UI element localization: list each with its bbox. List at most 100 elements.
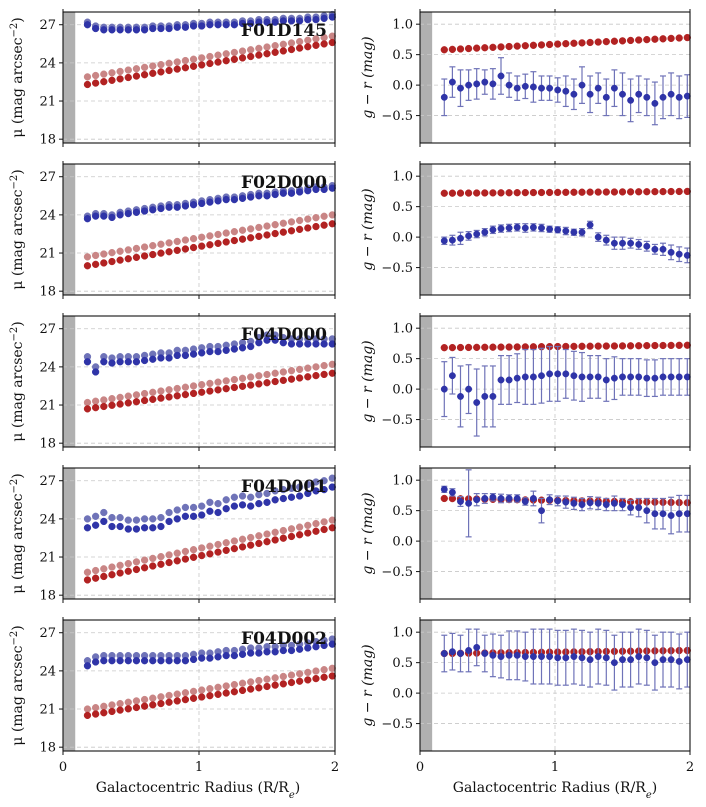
- red-outer-point: [320, 361, 328, 370]
- blue-inner-point: [124, 209, 132, 218]
- blue-inner-point: [279, 339, 287, 347]
- red-inner-point: [312, 527, 320, 535]
- red-inner-point: [108, 76, 116, 84]
- red-color-point: [505, 42, 513, 51]
- red-color-point: [618, 188, 627, 196]
- red-color-point: [497, 343, 505, 351]
- blue-inner-point: [206, 507, 214, 515]
- blue-color-point: [562, 370, 570, 378]
- red-inner-point: [198, 388, 206, 396]
- blue-inner-point: [157, 522, 165, 531]
- blue-outer-point: [255, 491, 263, 499]
- y-tick-label: 0.0: [392, 79, 413, 94]
- red-color-point: [594, 342, 602, 350]
- blue-color-point: [635, 504, 643, 512]
- red-color-point: [481, 44, 489, 52]
- blue-color-point: [594, 233, 602, 241]
- blue-inner-point: [132, 525, 141, 533]
- blue-inner-point: [83, 358, 92, 366]
- red-color-point: [521, 188, 529, 197]
- blue-inner-point: [214, 653, 222, 661]
- blue-color-point: [578, 501, 586, 509]
- blue-color-point: [602, 236, 610, 244]
- blue-inner-point: [295, 645, 304, 653]
- red-inner-point: [91, 574, 100, 582]
- blue-inner-point: [116, 657, 124, 665]
- blue-color-point: [529, 495, 537, 502]
- red-inner-point: [181, 695, 190, 704]
- blue-inner-point: [189, 350, 198, 358]
- blue-color-point: [538, 653, 545, 661]
- blue-color-point: [481, 495, 489, 502]
- blue-color-point: [440, 385, 448, 393]
- red-outer-point: [132, 558, 141, 566]
- blue-color-point: [457, 650, 464, 657]
- red-outer-point: [108, 248, 116, 257]
- left-y-label-end: ): [10, 625, 26, 630]
- red-inner-point: [108, 257, 116, 266]
- axes-frame: [419, 11, 691, 144]
- red-inner-point: [304, 43, 312, 51]
- blue-color-point: [505, 224, 513, 232]
- red-inner-point: [100, 709, 108, 717]
- y-tick-label: −0.5: [381, 413, 413, 428]
- blue-inner-point: [320, 14, 328, 23]
- blue-outer-point: [198, 502, 206, 510]
- blue-color-point: [586, 90, 594, 98]
- red-inner-point: [100, 572, 108, 581]
- left-y-label-end: ): [10, 473, 26, 478]
- blue-inner-point: [124, 657, 132, 665]
- red-inner-point: [304, 224, 312, 232]
- blue-inner-point: [206, 198, 214, 206]
- red-outer-point: [149, 694, 157, 702]
- red-color-point: [489, 189, 497, 197]
- red-outer-point: [320, 212, 328, 220]
- blue-color-point: [440, 93, 448, 101]
- color-profile-panel: 1.0 0.5 0.0 −0.5 0 1 2 g − r (mag): [360, 617, 694, 775]
- red-inner-point: [247, 685, 255, 693]
- red-inner-point: [279, 680, 287, 688]
- red-outer-point: [247, 533, 255, 542]
- red-color-point: [667, 187, 675, 196]
- left-y-axis-label: μ (mag arcsec−2): [9, 625, 27, 745]
- shaded-inner-region: [63, 620, 76, 751]
- x-tick-label: 2: [686, 760, 694, 775]
- blue-inner-point: [140, 524, 149, 532]
- blue-color-point: [570, 653, 578, 661]
- blue-outer-point: [132, 516, 141, 524]
- red-color-point: [440, 189, 448, 197]
- left-y-label-sup: −2: [9, 327, 20, 342]
- left-y-label-main: μ (mag arcsec: [10, 493, 26, 593]
- red-inner-point: [312, 371, 320, 380]
- blue-color-point: [473, 399, 481, 406]
- y-tick-label: 18: [39, 437, 56, 452]
- red-inner-point: [173, 65, 181, 73]
- blue-inner-point: [206, 21, 214, 29]
- red-outer-point: [206, 542, 214, 550]
- red-color-point: [440, 344, 448, 352]
- red-outer-point: [247, 678, 255, 686]
- y-tick-label: 1.0: [392, 170, 413, 185]
- surface-brightness-panel: 18 21 24 27 F01D145 μ (mag arcsec−2): [9, 9, 336, 148]
- red-inner-point: [181, 555, 190, 563]
- red-inner-point: [198, 693, 206, 701]
- panel-title: F04D001: [241, 477, 327, 497]
- red-outer-point: [100, 565, 108, 573]
- blue-color-point: [465, 232, 473, 240]
- red-outer-point: [230, 680, 239, 689]
- red-outer-point: [279, 219, 287, 227]
- blue-inner-point: [247, 342, 255, 351]
- blue-inner-point: [91, 24, 100, 33]
- red-inner-point: [100, 402, 108, 411]
- blue-inner-point: [230, 651, 239, 660]
- blue-color-point: [538, 372, 545, 380]
- red-inner-point: [124, 399, 132, 407]
- red-color-point: [448, 45, 457, 54]
- blue-inner-point: [230, 21, 239, 29]
- red-outer-point: [108, 701, 116, 709]
- red-outer-point: [189, 687, 198, 696]
- blue-color-point: [651, 99, 659, 107]
- blue-inner-point: [222, 21, 230, 29]
- blue-inner-point: [91, 521, 100, 529]
- blue-color-point: [440, 237, 448, 245]
